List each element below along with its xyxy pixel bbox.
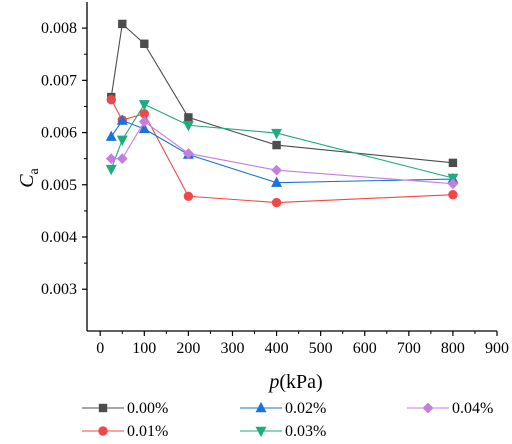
y-tick-label: 0.007 <box>41 72 77 89</box>
legend-marker <box>255 401 267 413</box>
x-tick-label: 600 <box>353 340 377 357</box>
legend-label: 0.01% <box>127 423 168 440</box>
data-point <box>184 113 193 122</box>
legend-marker <box>422 402 434 414</box>
y-tick-label: 0.005 <box>41 177 77 194</box>
data-point <box>118 19 127 29</box>
legend-label: 0.04% <box>452 400 493 417</box>
data-point <box>271 164 282 176</box>
data-point <box>272 140 281 150</box>
data-point <box>447 178 459 190</box>
series-line <box>111 120 453 185</box>
tick-marks: 0 100 200 300 400 500 600 700 800 900 0.003 0.004 0.… <box>41 20 509 357</box>
legend-marker <box>255 426 267 438</box>
legend-item-0.04%: 0.04% <box>407 400 493 417</box>
data-point <box>106 94 116 105</box>
x-tick-label: 500 <box>309 340 333 357</box>
y-tick-label: 0.008 <box>41 20 77 37</box>
data-series <box>105 19 459 208</box>
legend: 0.00% 0.02% 0.04% 0.01% 0.03% <box>82 400 493 440</box>
y-axis-label: Ca <box>16 167 42 187</box>
data-point <box>105 164 117 176</box>
y-tick-label: 0.006 <box>41 125 77 142</box>
data-point <box>105 130 117 141</box>
y-axis-label-sub: a <box>27 167 42 174</box>
data-point <box>183 148 194 159</box>
legend-label: 0.02% <box>285 400 326 417</box>
x-tick-label: 800 <box>441 340 465 357</box>
data-point <box>182 121 194 132</box>
data-point <box>138 122 150 134</box>
series-0.02% <box>105 114 459 187</box>
x-tick-label: 400 <box>265 340 289 357</box>
x-tick-label: 100 <box>132 340 156 357</box>
legend-label: 0.00% <box>127 400 168 417</box>
legend-item-0.02%: 0.02% <box>240 400 326 417</box>
data-point <box>116 153 128 165</box>
y-tick-label: 0.003 <box>41 281 77 298</box>
legend-marker <box>98 426 108 436</box>
series-line <box>110 119 453 184</box>
legend-item-0.01%: 0.01% <box>82 423 168 440</box>
data-point <box>140 39 149 48</box>
series-line <box>110 103 454 179</box>
x-tick-label: 700 <box>397 340 421 357</box>
data-point <box>448 158 458 168</box>
data-point <box>138 116 150 127</box>
data-point <box>138 100 150 111</box>
legend-item-0.03%: 0.03% <box>240 423 326 440</box>
x-axis-label: p(kPa) <box>267 371 322 393</box>
series-line <box>110 22 453 164</box>
x-axis-label-unit: (kPa) <box>279 371 322 393</box>
legend-marker <box>98 403 108 413</box>
x-tick-label: 300 <box>220 340 244 357</box>
data-point <box>271 197 282 208</box>
data-point <box>271 176 283 187</box>
legend-item-0.00%: 0.00% <box>82 400 168 417</box>
data-point <box>271 128 283 140</box>
y-axis-label-main: C <box>16 174 38 188</box>
legend-label: 0.03% <box>285 423 326 440</box>
data-point <box>448 189 458 200</box>
x-tick-label: 900 <box>485 340 509 357</box>
series-0.00% <box>107 19 458 168</box>
data-point <box>183 191 194 201</box>
series-0.03% <box>105 100 459 185</box>
series-line <box>110 99 453 204</box>
x-tick-label: 0 <box>96 340 104 357</box>
series-0.04% <box>105 116 459 190</box>
y-tick-label: 0.004 <box>41 229 77 246</box>
data-point <box>116 135 128 147</box>
data-point <box>116 114 128 125</box>
x-axis-label-variable: p <box>267 371 279 393</box>
axes <box>86 2 497 332</box>
data-point <box>105 153 117 165</box>
x-tick-label: 200 <box>176 340 200 357</box>
